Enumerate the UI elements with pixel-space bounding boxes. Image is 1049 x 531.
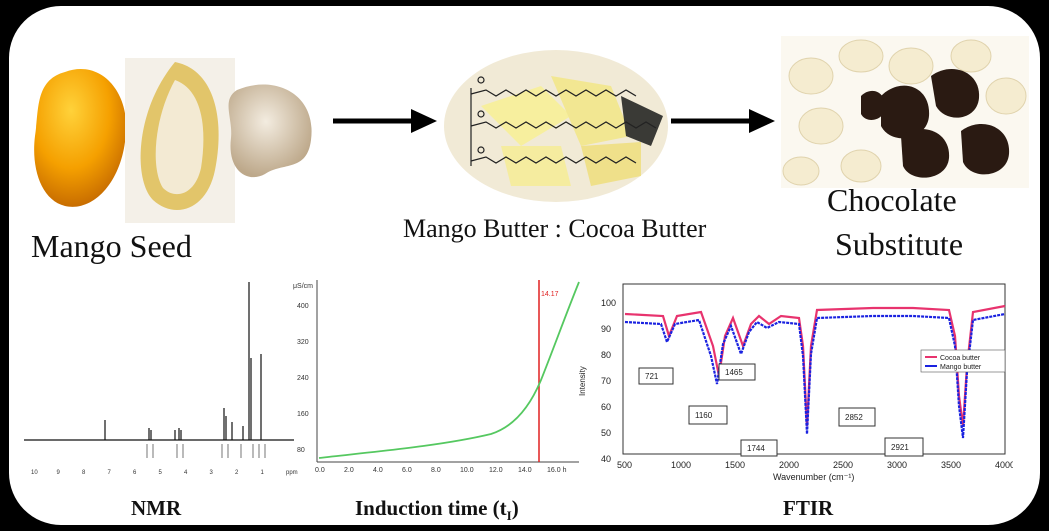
ftir-x-tick: 2000 [779, 460, 799, 470]
ftir-y-label: Intensity [578, 366, 587, 396]
ftir-x-tick: 1000 [671, 460, 691, 470]
peak-1160: 1160 [695, 411, 713, 420]
induction-x-tick: 14.0 [518, 467, 532, 474]
peak-2852: 2852 [845, 413, 863, 422]
ftir-spectrum: Intensity 100 90 80 70 60 50 40 500 1000 1500 200… [578, 283, 1013, 482]
ftir-x-tick: 500 [617, 460, 632, 470]
induction-y-unit: μS/cm [293, 283, 313, 290]
ftir-y-ticks: 100 90 80 70 60 50 40 [601, 298, 616, 464]
graphical-abstract: Mango Seed Mango Butter : Cocoa Butter [9, 6, 1040, 525]
induction-caption-text: Induction time (t [355, 496, 507, 520]
nmr-x-tick: 3 [210, 470, 214, 476]
induction-x-ticks: 0.0 2.0 4.0 6.0 8.0 10.0 12.0 14.0 16.0 h [315, 467, 567, 474]
induction-y-tick: 240 [297, 375, 309, 382]
nmr-x-tick: 4 [184, 470, 188, 476]
induction-caption-close: ) [511, 496, 519, 520]
ftir-x-tick: 1500 [725, 460, 745, 470]
peak-1465: 1465 [725, 368, 743, 377]
nmr-spectrum: 10 9 8 7 6 5 4 3 2 1 ppm [24, 282, 298, 476]
ftir-y-tick: 40 [601, 454, 611, 464]
induction-x-tick: 0.0 [315, 467, 325, 474]
mango-fruit [34, 69, 127, 207]
ftir-y-tick: 50 [601, 428, 611, 438]
peak-2921: 2921 [891, 443, 909, 452]
arrow-right-icon [333, 109, 437, 133]
induction-y-tick: 160 [297, 411, 309, 418]
arrow-right-icon [671, 109, 775, 133]
ftir-y-tick: 90 [601, 324, 611, 334]
nmr-x-tick: 9 [57, 470, 61, 476]
mango-cocoa-label: Mango Butter : Cocoa Butter [403, 214, 707, 243]
mango-seed-images [34, 58, 312, 223]
nmr-x-tick: 7 [108, 470, 112, 476]
ftir-y-tick: 100 [601, 298, 616, 308]
ftir-peak-labels: 721 1160 1465 1744 2852 2921 [638, 363, 924, 457]
nmr-x-tick: ppm [286, 470, 298, 476]
induction-y-tick: 400 [297, 303, 309, 310]
nmr-caption: NMR [131, 496, 182, 520]
chocolate-image [781, 36, 1029, 188]
ftir-x-ticks: 500 1000 1500 2000 2500 3000 3500 4000 [617, 460, 1013, 470]
chocolate-substitute-label-line2: Substitute [835, 226, 964, 262]
ftir-x-tick: 3000 [887, 460, 907, 470]
induction-x-tick: 16.0 h [547, 467, 567, 474]
ftir-caption: FTIR [783, 496, 834, 520]
ftir-x-tick: 2500 [833, 460, 853, 470]
nmr-x-ticks: 10 9 8 7 6 5 4 3 2 1 ppm [31, 470, 298, 476]
induction-caption-subscript: I [506, 508, 512, 524]
nmr-integrals [146, 444, 266, 458]
ftir-x-label: Wavenumber (cm⁻¹) [773, 472, 854, 482]
ftir-legend: Cocoa butter Mango butter [920, 349, 1006, 373]
butter-molecule-image [444, 50, 668, 202]
induction-time-plot: μS/cm 400 320 240 160 80 0.0 2.0 4.0 6.0 8.0 10.0… [293, 280, 580, 474]
nmr-peaks [24, 282, 294, 441]
induction-x-tick: 10.0 [460, 467, 474, 474]
ftir-mango-curve [624, 312, 1006, 439]
nmr-x-tick: 1 [261, 470, 265, 476]
nmr-x-tick: 8 [82, 470, 86, 476]
ftir-y-tick: 80 [601, 350, 611, 360]
induction-x-tick: 4.0 [373, 467, 383, 474]
ftir-legend-cocoa: Cocoa butter [940, 355, 981, 362]
seed-kernel [228, 84, 312, 178]
nmr-x-tick: 5 [159, 470, 163, 476]
peak-721: 721 [645, 372, 659, 381]
nmr-x-tick: 2 [235, 470, 239, 476]
nmr-x-tick: 10 [31, 470, 38, 476]
induction-marker-label: 14.17 [541, 291, 559, 298]
induction-x-tick: 6.0 [402, 467, 412, 474]
ftir-legend-mango: Mango butter [940, 364, 982, 371]
induction-curve [318, 281, 580, 459]
induction-caption: Induction time (tI) [355, 496, 519, 524]
induction-y-tick: 320 [297, 339, 309, 346]
peak-1744: 1744 [747, 444, 765, 453]
induction-y-tick: 80 [297, 447, 305, 454]
induction-x-tick: 8.0 [431, 467, 441, 474]
ftir-y-tick: 60 [601, 402, 611, 412]
induction-y-ticks: 400 320 240 160 80 [297, 303, 309, 454]
induction-axes [316, 280, 579, 463]
ftir-y-tick: 70 [601, 376, 611, 386]
induction-x-tick: 12.0 [489, 467, 503, 474]
induction-x-tick: 2.0 [344, 467, 354, 474]
mango-seed-label: Mango Seed [31, 228, 192, 264]
ftir-x-tick: 4000 [995, 460, 1013, 470]
chocolate-substitute-label-line1: Chocolate [827, 182, 957, 218]
ftir-x-tick: 3500 [941, 460, 961, 470]
nmr-x-tick: 6 [133, 470, 137, 476]
